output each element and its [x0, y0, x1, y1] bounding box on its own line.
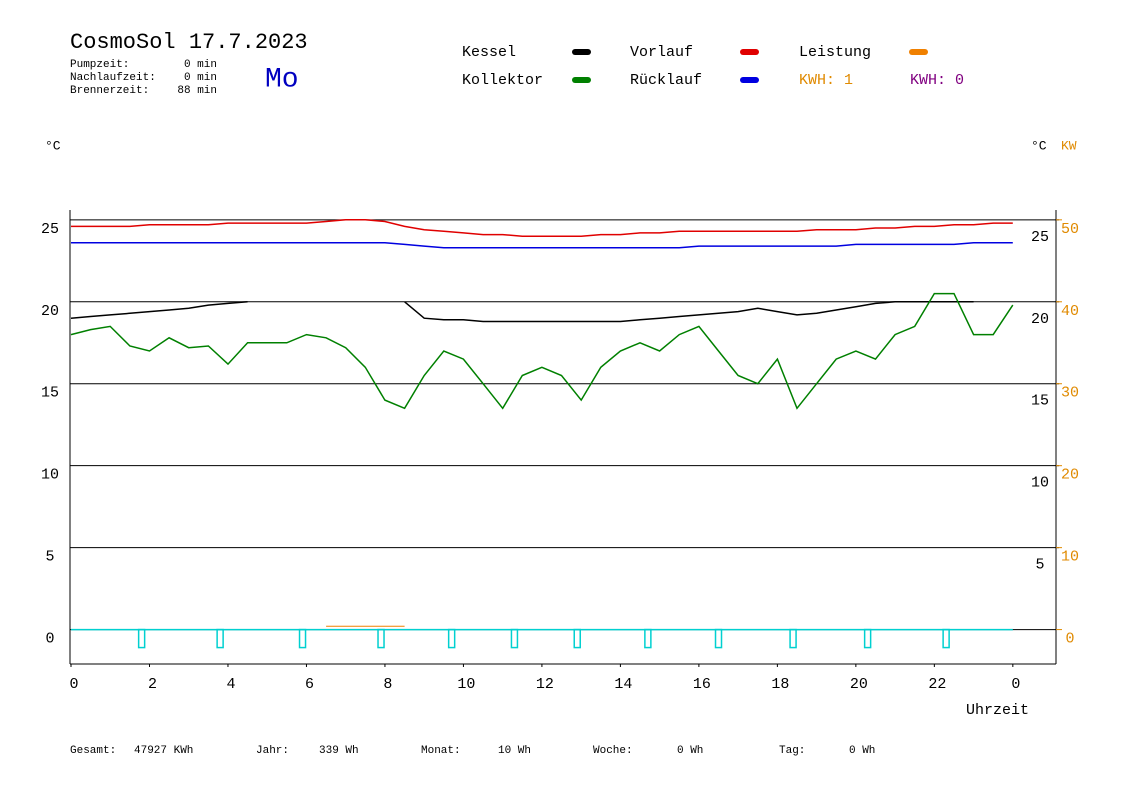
y2-tick-label: 20: [1061, 467, 1079, 484]
pump-marker: [447, 628, 456, 649]
chart-title: CosmoSol 17.7.2023: [70, 30, 308, 55]
y-axis-label: °C: [45, 138, 61, 153]
pump-marker: [863, 628, 872, 649]
series-line: [70, 301, 974, 323]
y2-axis-label: KW: [1061, 138, 1077, 153]
pump-marker: [942, 628, 950, 649]
x-tick-label: 4: [226, 676, 235, 693]
y-tick-label-right: 10: [1031, 475, 1049, 492]
pump-marker: [137, 628, 146, 649]
y-axis-label-right: °C: [1031, 138, 1047, 153]
series-line: [71, 242, 1013, 249]
pump-marker: [510, 628, 519, 649]
weekday: Mo: [265, 64, 299, 95]
legend-label: Rücklauf: [630, 72, 702, 89]
x-tick-label: 6: [305, 676, 314, 693]
total-label: Tag:: [779, 745, 805, 757]
x-tick-label: 20: [850, 676, 868, 693]
x-tick-label: 14: [614, 676, 632, 693]
y2-tick-label: 50: [1061, 221, 1079, 238]
x-tick-label: 8: [383, 676, 392, 693]
pump-marker: [573, 628, 581, 649]
y2-tick-label: 40: [1061, 303, 1079, 320]
total-value: 339 Wh: [319, 745, 359, 757]
total-value: 10 Wh: [498, 745, 531, 757]
total-label: Woche:: [593, 745, 633, 757]
y-tick-label: 20: [41, 303, 59, 320]
y-tick-label-right: 25: [1031, 229, 1049, 246]
legend-label: Leistung: [799, 44, 871, 61]
x-tick-label: 0: [69, 676, 78, 693]
total-value: 47927 KWh: [134, 745, 193, 757]
x-tick-label: 10: [457, 676, 475, 693]
x-tick-label: 2: [148, 676, 157, 693]
x-tick-label: 0: [1011, 676, 1020, 693]
total-label: Jahr:: [256, 745, 289, 757]
info-label: Nachlaufzeit:: [70, 72, 156, 84]
info-value: 0 min: [184, 59, 217, 71]
x-tick-label: 22: [928, 676, 946, 693]
pump-marker: [714, 628, 723, 649]
total-label: Monat:: [421, 745, 461, 757]
y-tick-label-right: 15: [1031, 393, 1049, 410]
info-value: 0 min: [184, 72, 217, 84]
info-label: Brennerzeit:: [70, 85, 149, 97]
y2-tick-label: 30: [1061, 385, 1079, 402]
kwh-label: KWH: 0: [910, 72, 964, 89]
total-value: 0 Wh: [849, 745, 875, 757]
y-tick-label: 15: [41, 385, 59, 402]
total-value: 0 Wh: [677, 745, 703, 757]
x-tick-label: 12: [536, 676, 554, 693]
legend-label: Kollektor: [462, 72, 543, 89]
legend-label: Vorlauf: [630, 44, 693, 61]
info-label: Pumpzeit:: [70, 59, 129, 71]
pump-marker: [644, 628, 652, 649]
total-label: Gesamt:: [70, 745, 116, 757]
y-tick-label: 5: [45, 549, 54, 566]
y-tick-label-right: 20: [1031, 311, 1049, 328]
series-line: [71, 219, 1013, 237]
x-axis-label: Uhrzeit: [966, 702, 1029, 719]
series-line: [70, 292, 1014, 410]
pump-marker: [377, 628, 385, 649]
pump-marker: [298, 628, 307, 649]
pump-marker: [216, 628, 224, 649]
y-tick-label: 0: [45, 631, 54, 648]
y-tick-label: 25: [41, 221, 59, 238]
y-tick-label: 10: [41, 467, 59, 484]
legend-label: Kessel: [462, 44, 516, 61]
x-tick-label: 18: [771, 676, 789, 693]
pump-marker: [789, 628, 797, 649]
y-tick-label-right: 5: [1035, 557, 1044, 574]
y2-tick-label: 10: [1061, 549, 1079, 566]
y2-tick-label: 0: [1065, 631, 1074, 648]
kwh-label: KWH: 1: [799, 72, 853, 89]
info-value: 88 min: [177, 85, 217, 97]
x-tick-label: 16: [693, 676, 711, 693]
